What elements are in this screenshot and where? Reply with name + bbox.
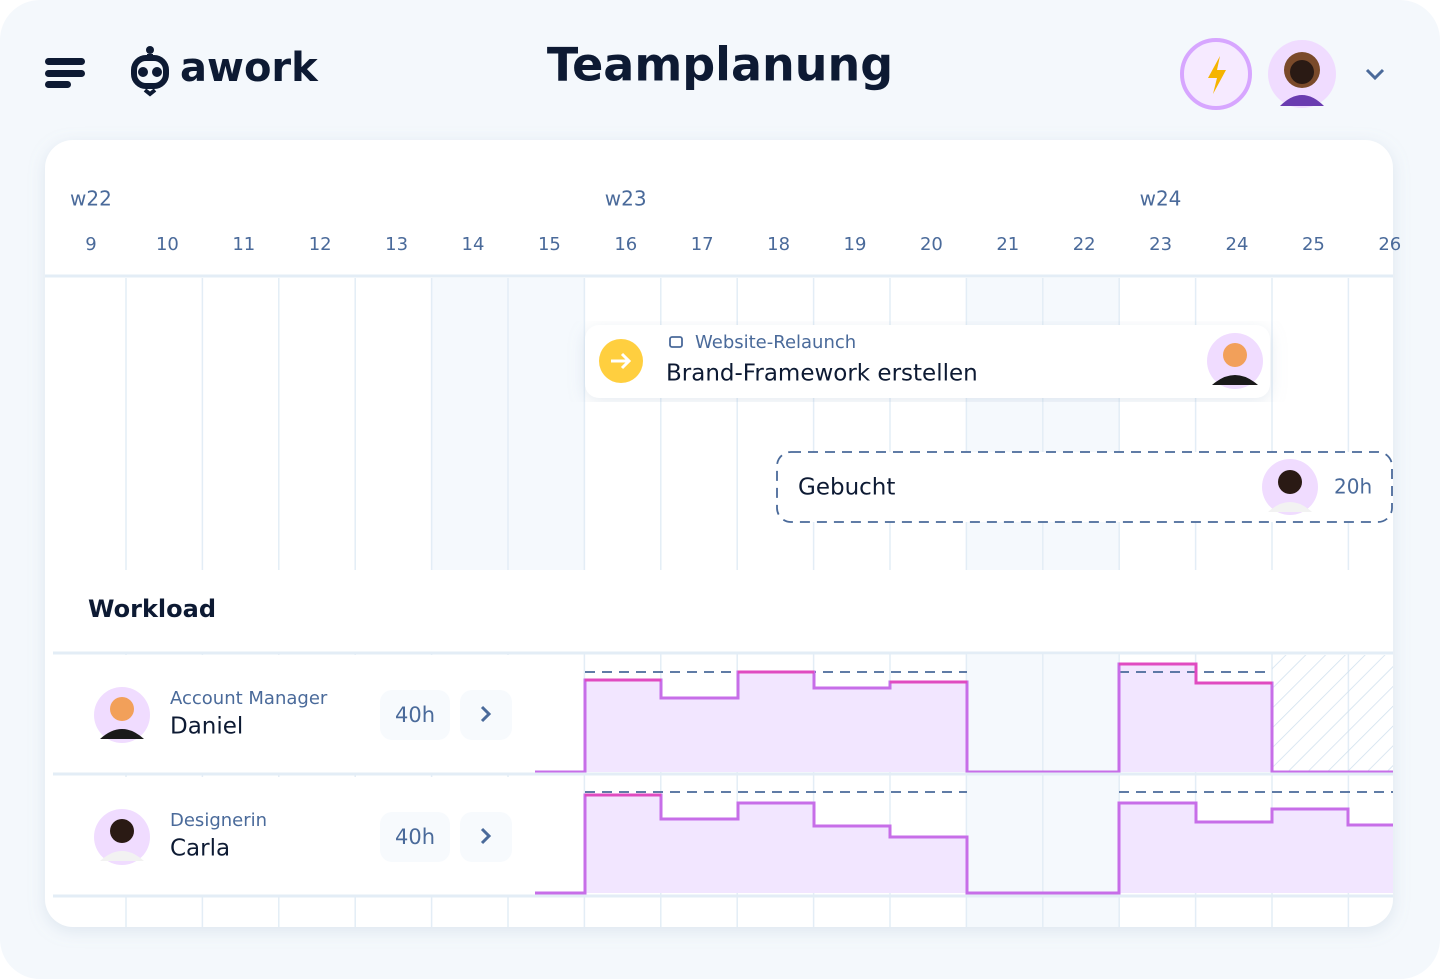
day-label: 14 xyxy=(462,234,485,255)
task-name: Brand-Framework erstellen xyxy=(666,361,978,387)
expand-button[interactable] xyxy=(460,812,512,862)
avatar-body xyxy=(100,851,144,861)
avatar-body xyxy=(100,729,144,739)
day-label: 22 xyxy=(1073,234,1096,255)
hours: 40h xyxy=(395,825,435,849)
task-card[interactable]: Website-Relaunch Brand-Framework erstell… xyxy=(585,325,1270,398)
day-label: 18 xyxy=(767,234,790,255)
expand-button[interactable] xyxy=(460,690,512,740)
day-label: 26 xyxy=(1378,234,1401,255)
workload-header xyxy=(53,570,1393,652)
week-label: w24 xyxy=(1140,187,1182,211)
avatar-head xyxy=(110,697,134,721)
workload-row: Designerin Carla 40h xyxy=(53,777,1393,898)
day-label: 25 xyxy=(1302,234,1325,255)
day-label: 17 xyxy=(691,234,714,255)
week-label: w23 xyxy=(605,187,647,211)
role: Account Manager xyxy=(170,688,328,709)
boost-button[interactable] xyxy=(1180,38,1252,110)
person-name: Carla xyxy=(170,836,230,862)
hatched-area xyxy=(1272,655,1393,772)
booking-label: Gebucht xyxy=(798,475,895,501)
day-label: 19 xyxy=(844,234,867,255)
day-label: 23 xyxy=(1149,234,1172,255)
day-label: 10 xyxy=(156,234,179,255)
day-label: 13 xyxy=(385,234,408,255)
project-name: Website-Relaunch xyxy=(695,332,856,353)
day-label: 24 xyxy=(1226,234,1249,255)
day-label: 12 xyxy=(309,234,332,255)
logo-icon xyxy=(131,46,169,97)
workload-chart-carla xyxy=(535,791,1393,895)
page-title: Teamplanung xyxy=(547,38,893,92)
avatar-head xyxy=(110,819,134,843)
booking-card[interactable]: Gebucht 20h xyxy=(776,451,1393,523)
day-label: 20 xyxy=(920,234,943,255)
workload-title: Workload xyxy=(88,595,216,623)
hours-pill xyxy=(380,812,450,862)
user-avatar[interactable] xyxy=(1268,40,1336,108)
day-label: 15 xyxy=(538,234,561,255)
logo-text[interactable]: awork xyxy=(180,45,319,91)
chevron xyxy=(480,705,492,723)
hours-pill xyxy=(380,690,450,740)
dropdown-chevron[interactable] xyxy=(1365,68,1385,81)
person-name: Daniel xyxy=(170,714,243,740)
day-label: 16 xyxy=(614,234,637,255)
chevron xyxy=(480,827,492,845)
workload-chart-daniel xyxy=(535,662,1393,774)
workload-row: Account Manager Daniel 40h xyxy=(53,655,1393,776)
menu-icon[interactable] xyxy=(45,58,85,88)
week-label: w22 xyxy=(70,187,112,211)
booking-hours: 20h xyxy=(1334,475,1372,499)
day-label: 9 xyxy=(85,234,96,255)
day-label: 11 xyxy=(232,234,255,255)
day-label: 21 xyxy=(996,234,1019,255)
role: Designerin xyxy=(170,810,267,831)
hours: 40h xyxy=(395,703,435,727)
